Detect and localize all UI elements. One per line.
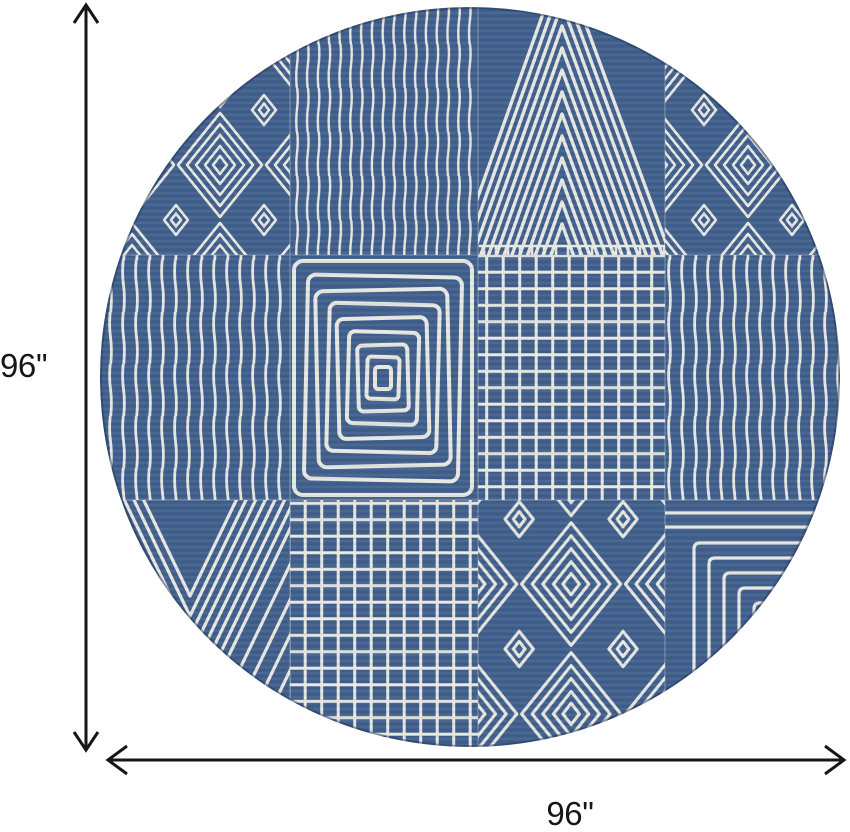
rug-image (100, 7, 840, 747)
weave-texture-overlay (100, 7, 840, 747)
width-dimension-label: 96'' (546, 795, 594, 832)
height-dimension-arrow (72, 2, 100, 753)
height-dimension-label: 96'' (0, 347, 48, 384)
rug-edge (100, 7, 840, 747)
width-dimension-arrow (105, 744, 847, 776)
